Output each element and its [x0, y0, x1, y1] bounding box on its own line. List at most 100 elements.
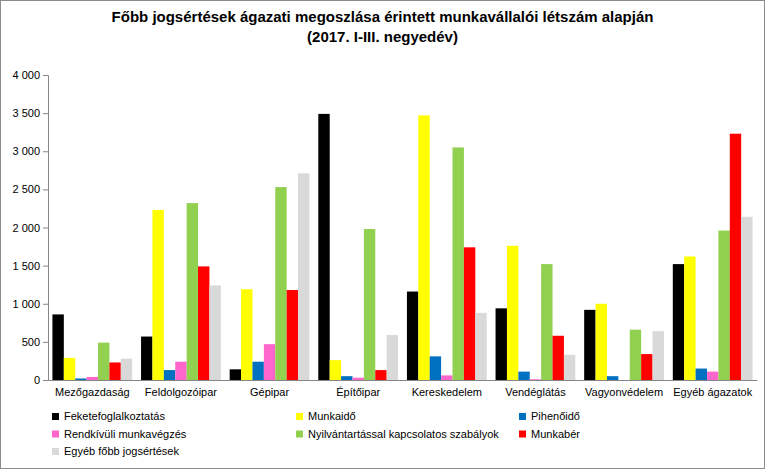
plot: 0 500 1 000 1 500 2 000 2 500 3 000 3 500 4 000 M… [12, 69, 757, 398]
y-tick: 2 000 [12, 222, 48, 234]
y-tick-label: 1 000 [12, 298, 40, 310]
legend-swatch [52, 431, 59, 438]
bar [352, 378, 363, 380]
x-tick-label: Mezőgazdaság [55, 386, 130, 398]
x-axis-line [49, 380, 758, 381]
y-tick-mark [43, 151, 48, 152]
y-tick: 0 [34, 374, 48, 386]
chart-frame [1, 1, 765, 469]
legend-item: Pihenőidő [519, 410, 580, 422]
legend-label: Nyilvántartással kapcsolatos szabályok [308, 428, 499, 440]
y-tick-label: 1 500 [12, 260, 40, 272]
legend-item: Rendkívüli munkavégzés [52, 428, 187, 440]
x-tick-label: Kereskedelem [412, 386, 482, 398]
bar [453, 147, 464, 380]
x-axis: Mezőgazdaság Feldolgozóipar Gépipar Építőip… [49, 380, 758, 398]
bar [275, 187, 286, 380]
series [121, 173, 753, 380]
x-tick-label: Gépipar [250, 386, 289, 398]
bar [230, 369, 241, 380]
series [87, 344, 719, 380]
legend-label: Egyéb főbb jogsértések [64, 445, 179, 457]
x-tick: Gépipar [250, 380, 289, 398]
y-tick-mark [43, 228, 48, 229]
bars [52, 114, 752, 380]
y-tick: 500 [22, 336, 48, 348]
y-tick-label: 3 500 [12, 107, 40, 119]
bar [364, 229, 375, 380]
bar [387, 335, 398, 380]
legend-label: Feketefoglalkoztatás [64, 410, 165, 422]
x-tick: Feldolgozóipar [145, 380, 217, 398]
bar [375, 370, 386, 380]
bar [596, 304, 607, 380]
x-tick: Építőipar [336, 380, 380, 398]
x-tick-label: Egyéb ágazatok [673, 386, 752, 398]
legend-label: Munkaidő [308, 410, 356, 422]
x-tick: Vendéglátás [505, 380, 566, 398]
bar [98, 343, 109, 380]
series [98, 147, 730, 380]
y-tick-mark [43, 380, 48, 381]
legend-item: Munkabér [519, 428, 580, 440]
legend-swatch [519, 413, 526, 420]
bar [318, 114, 329, 380]
bar [507, 246, 518, 380]
bar [730, 134, 741, 380]
bar [341, 376, 352, 380]
series [52, 114, 684, 380]
legend-item: Egyéb főbb jogsértések [52, 445, 179, 457]
bar [464, 247, 475, 380]
y-tick-mark [43, 266, 48, 267]
bar [175, 362, 186, 380]
bar [607, 376, 618, 380]
y-tick-label: 3 000 [12, 145, 40, 157]
bar [64, 358, 75, 380]
y-tick: 4 000 [12, 69, 48, 81]
legend-swatch [519, 431, 526, 438]
bar [252, 362, 263, 380]
legend-item: Munkaidő [296, 410, 356, 422]
bar [475, 313, 486, 380]
bar [52, 314, 63, 380]
title: Főbb jogsértések ágazati megoszlása érin… [112, 8, 654, 45]
x-tick-label: Vagyonvédelem [585, 386, 663, 398]
y-tick-mark [43, 75, 48, 76]
bar [87, 377, 98, 380]
y-axis: 0 500 1 000 1 500 2 000 2 500 3 000 3 500 4 000 [12, 69, 48, 386]
bar [241, 289, 252, 380]
bar [673, 264, 684, 380]
bar [441, 375, 452, 380]
x-tick-label: Vendéglátás [505, 386, 566, 398]
series [64, 115, 696, 380]
y-tick-mark [43, 113, 48, 114]
legend: Feketefoglalkoztatás Munkaidő Pihenőidő Ren… [52, 410, 580, 457]
bar [553, 336, 564, 380]
x-tick-label: Építőipar [336, 386, 380, 398]
bar [707, 372, 718, 380]
y-tick-label: 2 500 [12, 183, 40, 195]
legend-item: Nyilvántartással kapcsolatos szabályok [296, 428, 499, 440]
bar [298, 173, 309, 380]
y-tick-label: 0 [34, 374, 40, 386]
bar [187, 203, 198, 380]
bar [164, 370, 175, 380]
legend-swatch [296, 431, 303, 438]
title-line: (2017. I-III. negyedév) [307, 28, 458, 45]
x-tick: Kereskedelem [412, 380, 482, 398]
bar [75, 378, 86, 380]
y-tick: 1 000 [12, 298, 48, 310]
bar [518, 372, 529, 380]
bar [430, 356, 441, 380]
bar [152, 210, 163, 380]
y-tick-mark [43, 304, 48, 305]
bar [141, 337, 152, 380]
x-tick: Egyéb ágazatok [673, 380, 752, 398]
y-tick-label: 4 000 [12, 69, 40, 81]
y-tick-mark [43, 342, 48, 343]
bar [618, 380, 629, 381]
bar [264, 344, 275, 380]
bar [696, 369, 707, 380]
bar [418, 115, 429, 380]
y-tick: 3 000 [12, 145, 48, 157]
